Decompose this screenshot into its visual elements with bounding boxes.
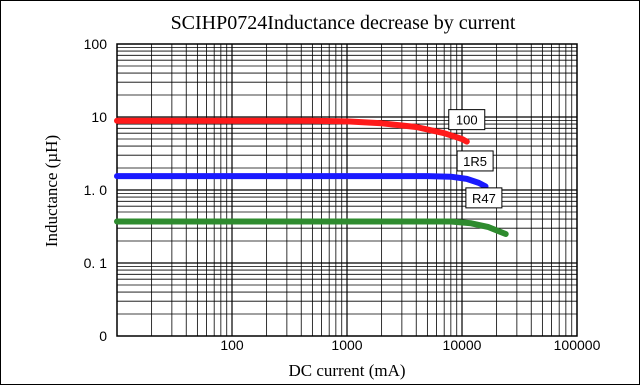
series-tag-100: 100 bbox=[448, 109, 486, 131]
y-tick-label: 0. 1 bbox=[84, 255, 108, 271]
plot-area-border bbox=[116, 43, 578, 337]
series-tag-1r5: 1R5 bbox=[456, 150, 494, 172]
series-line-100 bbox=[114, 117, 470, 145]
y-tick-label: 10 bbox=[91, 109, 107, 125]
series-tag-r47: R47 bbox=[465, 187, 503, 209]
x-tick-label: 100000 bbox=[554, 337, 601, 353]
x-tick-label: 100 bbox=[220, 337, 244, 353]
series-tag-label: R47 bbox=[472, 191, 496, 206]
y-tick-label: 100 bbox=[84, 36, 108, 52]
y-tick-label: 0 bbox=[99, 328, 107, 344]
series-tag-box bbox=[465, 187, 503, 209]
series-line-r47 bbox=[114, 218, 509, 237]
x-tick-label: 1000 bbox=[331, 337, 362, 353]
y-tick-label: 1. 0 bbox=[84, 182, 108, 198]
series-tag-label: 100 bbox=[456, 113, 478, 128]
series-label-tags: 100 1R5 R47 bbox=[448, 109, 503, 209]
series-tag-box bbox=[448, 109, 486, 131]
x-axis-label: DC current (mA) bbox=[288, 361, 405, 380]
series-group bbox=[114, 117, 509, 237]
chart-title: SCIHP0724Inductance decrease by current bbox=[171, 12, 516, 34]
series-line-1r5 bbox=[114, 173, 489, 190]
grid bbox=[117, 44, 577, 336]
y-axis-label: Inductance (µH) bbox=[42, 135, 61, 247]
series-tag-label: 1R5 bbox=[463, 154, 487, 169]
tick-labels: 100 1000 10000 100000 100 10 1. 0 0. 1 0 bbox=[84, 36, 601, 353]
x-tick-label: 10000 bbox=[443, 337, 482, 353]
series-tag-box bbox=[456, 150, 494, 172]
